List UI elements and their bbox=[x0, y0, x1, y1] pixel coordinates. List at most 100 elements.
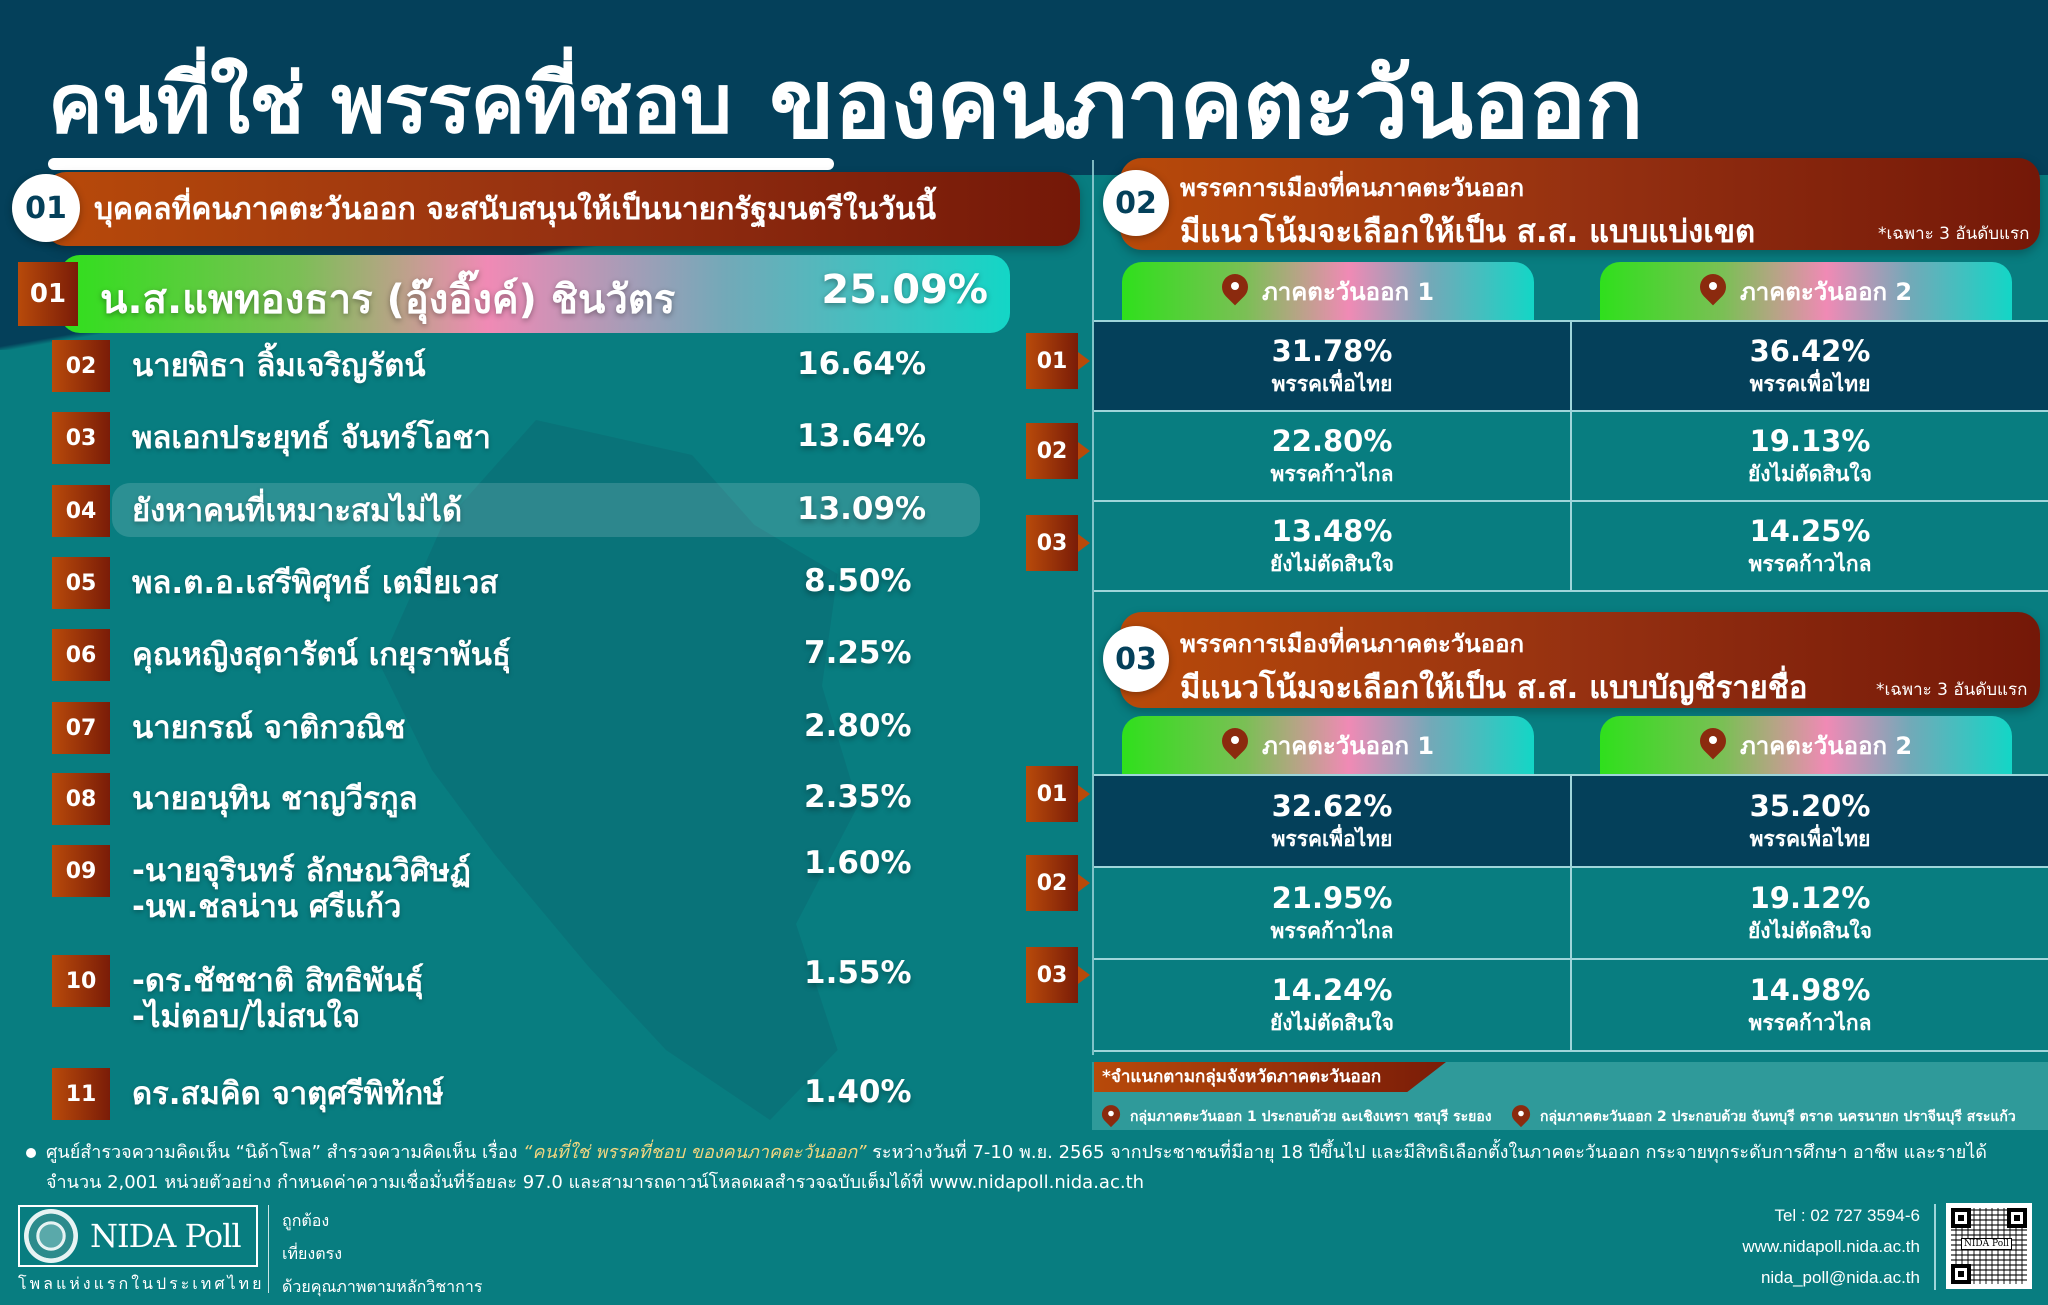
logo-tagline: โพลแห่งแรกในประเทศไทย bbox=[18, 1274, 265, 1293]
candidate-pct: 2.35% bbox=[804, 779, 912, 815]
candidate-pct: 2.80% bbox=[804, 708, 912, 744]
table-cell: 14.25% พรรคก้าวไกล bbox=[1572, 502, 2048, 590]
note-group2-text: กลุ่มภาคตะวันออก 2 ประกอบด้วย จันทบุรี ต… bbox=[1540, 1109, 2016, 1125]
table-cell: 19.12% ยังไม่ตัดสินใจ bbox=[1572, 868, 2048, 958]
cell-party: พรรคก้าวไกล bbox=[1270, 462, 1394, 486]
section3-number-badge: 03 bbox=[1103, 626, 1169, 692]
section3-heading-line2: มีแนวโน้มจะเลือกให้เป็น ส.ส. แบบบัญชีราย… bbox=[1180, 670, 1808, 706]
cell-pct: 14.24% bbox=[1271, 973, 1393, 1007]
methodology-post: ระหว่างวันที่ 7-10 พ.ย. 2565 จากประชาชนท… bbox=[866, 1142, 1987, 1163]
rank-badge: 03 bbox=[1026, 947, 1090, 1003]
candidate-rank-badge: 04 bbox=[52, 485, 110, 537]
title-part2: ของคนภาคตะวันออก bbox=[769, 48, 1643, 160]
table-cell: 14.98% พรรคก้าวไกล bbox=[1572, 960, 2048, 1050]
candidate-name: นายอนุทิน ชาญวีรกูล bbox=[132, 781, 418, 817]
methodology-line1: ศูนย์สำรวจความคิดเห็น “นิด้าโพล” สำรวจคว… bbox=[26, 1138, 1987, 1168]
candidate-name: ยังหาคนที่เหมาะสมไม่ได้ bbox=[132, 493, 463, 529]
candidate-rank-badge: 08 bbox=[52, 773, 110, 825]
candidate-name: นายพิธา ลิ้มเจริญรัตน์ bbox=[132, 348, 426, 384]
section3-note: *เฉพาะ 3 อันดับแรก bbox=[1876, 680, 2028, 700]
candidate-name: ดร.สมคิด จาตุศรีพิทักษ์ bbox=[132, 1076, 444, 1112]
contact-tel: Tel : 02 727 3594-6 bbox=[1774, 1206, 1920, 1225]
cell-party: ยังไม่ตัดสินใจ bbox=[1748, 462, 1872, 486]
bullet-icon bbox=[26, 1148, 36, 1158]
slogan: ถูกต้อง เที่ยงตรง ด้วยคุณภาพตามหลักวิชาก… bbox=[282, 1204, 482, 1303]
table-row: 14.24% ยังไม่ตัดสินใจ 14.98% พรรคก้าวไกล bbox=[1094, 960, 2048, 1052]
cell-pct: 35.20% bbox=[1749, 789, 1871, 823]
page-title: คนที่ใช่ พรรคที่ชอบ ของคนภาคตะวันออก bbox=[48, 32, 1643, 170]
table-cell: 35.20% พรรคเพื่อไทย bbox=[1572, 776, 2048, 866]
contact-email[interactable]: nida_poll@nida.ac.th bbox=[1760, 1268, 1920, 1287]
cell-pct: 36.42% bbox=[1749, 334, 1871, 368]
section-divider bbox=[1092, 160, 1094, 1055]
location-pin-icon bbox=[1700, 728, 1726, 762]
section3-banner bbox=[1120, 612, 2040, 708]
candidate-row: 11 ดร.สมคิด จาตุศรีพิทักษ์ 1.40% bbox=[52, 1068, 980, 1120]
methodology-text: ศูนย์สำรวจความคิดเห็น “นิด้าโพล” สำรวจคว… bbox=[26, 1138, 1987, 1198]
logo-text: NIDA Poll bbox=[84, 1217, 247, 1255]
location-pin-icon bbox=[1512, 1105, 1530, 1129]
cell-pct: 22.80% bbox=[1271, 424, 1393, 458]
cell-pct: 19.12% bbox=[1749, 881, 1871, 915]
candidate-rank-badge: 02 bbox=[52, 340, 110, 392]
cell-party: พรรคก้าวไกล bbox=[1748, 1011, 1872, 1035]
table-cell: 32.62% พรรคเพื่อไทย bbox=[1094, 776, 1572, 866]
candidate-rank-badge: 06 bbox=[52, 629, 110, 681]
table-cell: 36.42% พรรคเพื่อไทย bbox=[1572, 322, 2048, 410]
candidate-rank-badge: 10 bbox=[52, 955, 110, 1007]
cell-pct: 31.78% bbox=[1271, 334, 1393, 368]
candidate-pct: 13.09% bbox=[797, 491, 927, 527]
region-label: ภาคตะวันออก 1 bbox=[1261, 731, 1435, 760]
row-highlight bbox=[112, 483, 980, 537]
qr-pattern: NIDA Poll bbox=[1951, 1208, 2027, 1284]
qr-finder bbox=[1951, 1264, 1971, 1284]
section1-banner bbox=[44, 172, 1080, 246]
candidate-rank-badge: 07 bbox=[52, 702, 110, 754]
section2-number-badge: 02 bbox=[1103, 170, 1169, 236]
section2-note: *เฉพาะ 3 อันดับแรก bbox=[1878, 224, 2030, 244]
table-cell: 21.95% พรรคก้าวไกล bbox=[1094, 868, 1572, 958]
cell-party: พรรคก้าวไกล bbox=[1270, 919, 1394, 943]
table-row: 31.78% พรรคเพื่อไทย 36.42% พรรคเพื่อไทย bbox=[1094, 322, 2048, 412]
qr-label: NIDA Poll bbox=[1961, 1238, 2012, 1250]
title-part1-text: คนที่ใช่ พรรคที่ชอบ bbox=[48, 57, 732, 152]
region-tab-east2: ภาคตะวันออก 2 bbox=[1600, 262, 2012, 320]
cell-party: ยังไม่ตัดสินใจ bbox=[1270, 1011, 1394, 1035]
candidate-pct: 7.25% bbox=[804, 635, 912, 671]
logo-divider bbox=[268, 1205, 269, 1293]
candidate-pct: 1.55% bbox=[804, 955, 912, 991]
contact-web[interactable]: www.nidapoll.nida.ac.th bbox=[1742, 1237, 1920, 1256]
cell-party: พรรคเพื่อไทย bbox=[1271, 827, 1393, 851]
region-label: ภาคตะวันออก 2 bbox=[1739, 277, 1913, 306]
candidate-pct: 13.64% bbox=[797, 418, 927, 454]
candidate-row: 07 นายกรณ์ จาติกวณิช 2.80% bbox=[52, 702, 980, 754]
candidate-row: 08 นายอนุทิน ชาญวีรกูล 2.35% bbox=[52, 773, 980, 825]
note-group1: กลุ่มภาคตะวันออก 1 ประกอบด้วย ฉะเชิงเทรา… bbox=[1098, 1100, 1492, 1134]
candidate-rank-badge: 05 bbox=[52, 557, 110, 609]
table-row: 32.62% พรรคเพื่อไทย 35.20% พรรคเพื่อไทย bbox=[1094, 776, 2048, 868]
section2-table: 31.78% พรรคเพื่อไทย 36.42% พรรคเพื่อไทย … bbox=[1094, 320, 2048, 592]
cell-pct: 14.25% bbox=[1749, 514, 1871, 548]
candidate-name: พลเอกประยุทธ์ จันทร์โอชา bbox=[132, 420, 491, 456]
nida-poll-logo: NIDA Poll bbox=[18, 1205, 258, 1267]
table-cell: 14.24% ยังไม่ตัดสินใจ bbox=[1094, 960, 1572, 1050]
rank-badge: 01 bbox=[1026, 766, 1090, 822]
table-row: 22.80% พรรคก้าวไกล 19.13% ยังไม่ตัดสินใจ bbox=[1094, 412, 2048, 502]
section2-heading-line2: มีแนวโน้มจะเลือกให้เป็น ส.ส. แบบแบ่งเขต bbox=[1180, 214, 1756, 250]
methodology-pre: ศูนย์สำรวจความคิดเห็น “นิด้าโพล” สำรวจคว… bbox=[46, 1142, 524, 1163]
candidate-pct: 1.40% bbox=[804, 1074, 912, 1110]
rank-badge: 02 bbox=[1026, 855, 1090, 911]
candidate-row: 05 พล.ต.อ.เสรีพิศุทธ์ เตมียเวส 8.50% bbox=[52, 557, 980, 609]
rank-badge: 02 bbox=[1026, 423, 1090, 479]
slogan-line: เที่ยงตรง bbox=[282, 1244, 342, 1263]
rank-badge: 01 bbox=[1026, 333, 1090, 389]
cell-party: ยังไม่ตัดสินใจ bbox=[1270, 552, 1394, 576]
candidate-row-highlighted: 04 ยังหาคนที่เหมาะสมไม่ได้ 13.09% bbox=[52, 483, 980, 537]
qr-code[interactable]: NIDA Poll bbox=[1946, 1203, 2032, 1289]
location-pin-icon bbox=[1222, 274, 1248, 308]
candidate-pct: 1.60% bbox=[804, 845, 912, 881]
location-pin-icon bbox=[1700, 274, 1726, 308]
slogan-line: ถูกต้อง bbox=[282, 1211, 330, 1230]
candidate-rank-badge: 03 bbox=[52, 412, 110, 464]
section2-heading-line1: พรรคการเมืองที่คนภาคตะวันออก bbox=[1180, 174, 1525, 202]
